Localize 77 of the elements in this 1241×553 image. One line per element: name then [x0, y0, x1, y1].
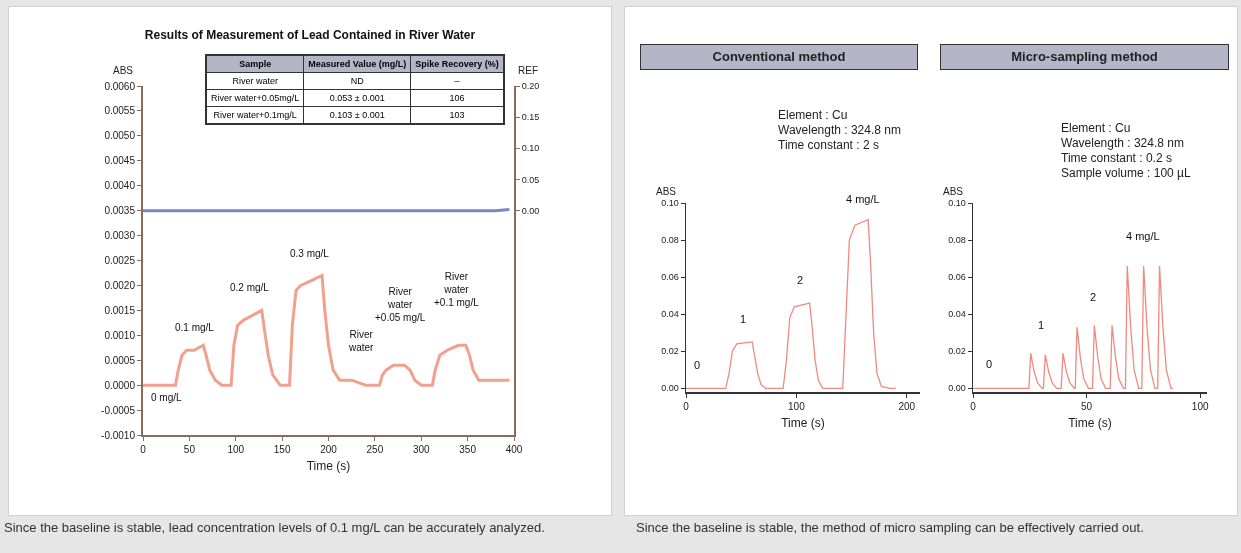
annotation: 2 [797, 274, 804, 286]
annotation: 4 mg/L [846, 193, 880, 205]
y-tick-label: -0.0010 [101, 429, 136, 441]
y2-tick-label: 0.15 [521, 112, 540, 123]
y-tick-label: 0.0030 [104, 230, 136, 242]
x-tick-label: 100 [788, 400, 806, 412]
y-tick-label: 0.10 [661, 198, 679, 209]
y-tick-label: 0.00 [948, 383, 966, 394]
y-tick-label: 0.0000 [104, 379, 136, 391]
y-tick-label: 0.02 [661, 346, 679, 357]
x-tick-label: 100 [1191, 400, 1209, 412]
annotation: 0.1 mg/L [175, 322, 215, 333]
y-tick-label: 0.08 [948, 235, 966, 246]
annotation: 0 [986, 358, 993, 370]
y-axis-title: ABS [113, 65, 134, 76]
annotation: 0 mg/L [151, 392, 183, 403]
y-tick-label: 0.08 [661, 235, 679, 246]
x-tick-label: 0 [683, 400, 690, 412]
y-tick-label: 0.0020 [104, 279, 136, 291]
annotation: 1 [1038, 319, 1045, 331]
x-tick-label: 0 [970, 400, 977, 412]
annotation: 0 [694, 359, 701, 371]
annotation: 2 [1090, 291, 1097, 303]
x-tick-label: 300 [412, 444, 431, 455]
y-tick-label: 0.02 [948, 346, 966, 357]
annotation: 0.2 mg/L [230, 282, 270, 293]
x-tick-label: 100 [227, 444, 245, 455]
y-tick-label: 0.0035 [104, 205, 136, 217]
y-tick-label: 0.0055 [104, 105, 136, 117]
y-axis-title: ABS [656, 186, 677, 197]
annotation: 4 mg/L [1126, 230, 1160, 242]
x-tick-label: 200 [898, 400, 916, 412]
annotation: 1 [740, 313, 747, 325]
text: Sample Measured Value (mg/L) Spike Recovery (%) River water ND – River water+0.05mg/L 0.053 ± 0.001 106 River water+0.1mg/L 0.103 ± 0.001 103 [211, 59, 499, 120]
x-tick-label: 50 [183, 444, 196, 455]
annotation: River water +0.1 mg/L [434, 271, 480, 308]
y-tick-label: -0.0005 [101, 404, 136, 416]
y-tick-label: 0.0010 [104, 329, 136, 341]
y2-axis-title: REF [518, 65, 538, 76]
y2-tick-label: 0.10 [521, 143, 540, 154]
x-axis-title: Time (s) [781, 416, 825, 431]
y-tick-label: 0.0050 [104, 130, 136, 142]
y2-tick-label: 0.20 [521, 81, 540, 92]
x-tick-label: 200 [320, 444, 338, 455]
annotation: 0.3 mg/L [290, 248, 330, 259]
y-tick-label: 0.0025 [104, 255, 136, 266]
annotation: River water +0.05 mg/L [375, 286, 426, 323]
y-axis-title: ABS [943, 186, 964, 197]
text: Since the baseline is stable, the method of micro sampling can be effectively carried out. [636, 520, 1144, 535]
chart-title: Conventional method [640, 44, 918, 70]
x-tick-label: 250 [366, 444, 384, 455]
y-tick-label: 0.00 [661, 383, 679, 394]
y2-tick-label: 0.05 [521, 174, 540, 185]
y-tick-label: 0.0060 [104, 80, 136, 92]
x-axis-title: Time (s) [1068, 416, 1112, 431]
y-tick-label: 0.0045 [104, 155, 136, 167]
annotation: River water [348, 329, 375, 353]
x-tick-label: 350 [459, 444, 477, 455]
y-tick-label: 0.0005 [104, 354, 136, 366]
y-tick-label: 0.10 [948, 198, 966, 209]
y-tick-label: 0.04 [948, 309, 966, 320]
chart-title: Micro-sampling method [940, 44, 1229, 70]
text: Element : Cu Wavelength : 324.8 nm Time constant : 2 s [778, 108, 901, 153]
chart-title: Results of Measurement of Lead Contained in River Water [144, 28, 476, 43]
x-tick-label: 400 [505, 444, 523, 455]
y-tick-label: 0.04 [661, 309, 679, 320]
x-tick-label: 50 [1081, 400, 1093, 412]
y-tick-label: 0.0040 [104, 180, 136, 192]
x-tick-label: 150 [273, 444, 291, 455]
y2-tick-label: 0.00 [521, 205, 540, 216]
y-tick-label: 0.06 [661, 272, 679, 283]
text: Element : Cu Wavelength : 324.8 nm Time constant : 0.2 s Sample volume : 100 µL [1061, 121, 1191, 181]
text: Since the baseline is stable, lead concentration levels of 0.1 mg/L can be accurately analyzed. [4, 520, 545, 535]
y-tick-label: 0.06 [948, 272, 966, 283]
y-tick-label: 0.0015 [104, 304, 136, 316]
x-tick-label: 0 [140, 444, 147, 455]
x-axis-title: Time (s) [306, 459, 351, 474]
